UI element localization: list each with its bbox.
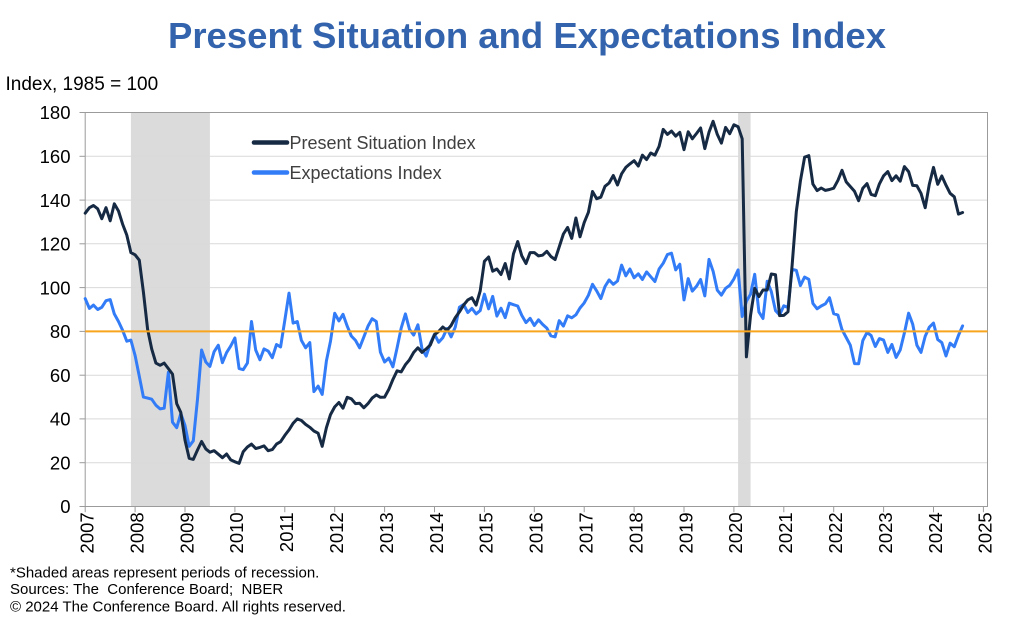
svg-text:Expectations Index: Expectations Index <box>290 163 442 183</box>
svg-text:2013: 2013 <box>376 512 397 553</box>
svg-text:2012: 2012 <box>326 512 347 553</box>
svg-text:2016: 2016 <box>526 512 547 553</box>
svg-text:Sources: The Conference Board: Sources: The Conference Board; NBER <box>10 581 283 598</box>
svg-text:Index, 1985 = 100: Index, 1985 = 100 <box>6 74 159 95</box>
svg-text:2020: 2020 <box>725 512 746 553</box>
svg-text:2019: 2019 <box>675 512 696 553</box>
svg-text:60: 60 <box>50 365 71 386</box>
svg-text:80: 80 <box>50 321 71 342</box>
svg-text:2010: 2010 <box>226 512 247 553</box>
svg-text:2024: 2024 <box>925 512 946 553</box>
svg-text:0: 0 <box>60 496 70 517</box>
svg-text:100: 100 <box>40 277 71 298</box>
svg-text:© 2024 The Conference Board. A: © 2024 The Conference Board. All rights … <box>10 598 346 615</box>
svg-text:2014: 2014 <box>426 512 447 553</box>
svg-text:2017: 2017 <box>576 512 597 553</box>
svg-text:Present Situation and Expectat: Present Situation and Expectations Index <box>168 15 887 56</box>
svg-text:Present Situation Index: Present Situation Index <box>290 133 476 153</box>
svg-text:2015: 2015 <box>476 512 497 553</box>
svg-text:2018: 2018 <box>625 512 646 553</box>
svg-text:2009: 2009 <box>176 512 197 553</box>
svg-text:2011: 2011 <box>276 512 297 552</box>
svg-text:2025: 2025 <box>975 512 996 553</box>
svg-text:*Shaded areas represent period: *Shaded areas represent periods of reces… <box>10 564 319 581</box>
svg-text:40: 40 <box>50 409 71 430</box>
svg-text:2022: 2022 <box>825 512 846 553</box>
svg-text:180: 180 <box>40 102 71 123</box>
svg-text:2023: 2023 <box>875 512 896 553</box>
svg-text:120: 120 <box>40 234 71 255</box>
svg-text:140: 140 <box>40 190 71 211</box>
svg-text:20: 20 <box>50 452 71 473</box>
svg-text:2007: 2007 <box>77 512 98 553</box>
svg-text:2021: 2021 <box>775 512 796 553</box>
svg-text:160: 160 <box>40 146 71 167</box>
svg-text:2008: 2008 <box>126 512 147 553</box>
